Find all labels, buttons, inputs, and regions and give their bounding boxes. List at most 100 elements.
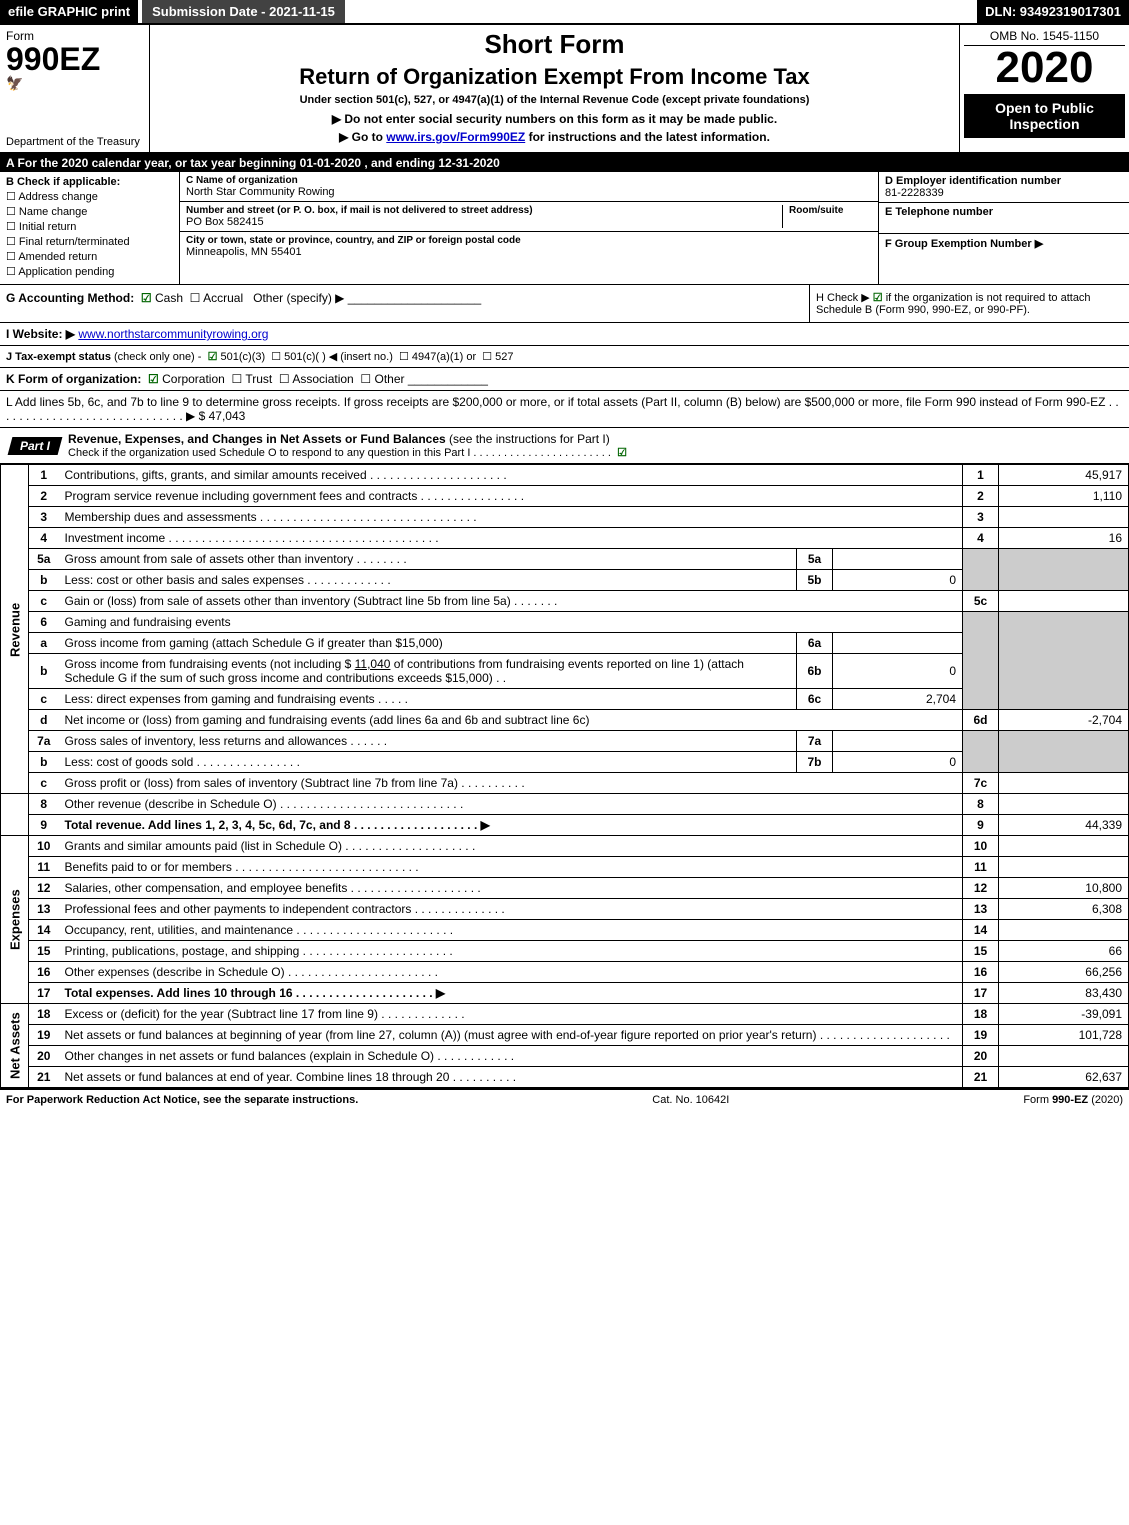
l5-shade	[963, 549, 999, 591]
l21-val: 62,637	[999, 1067, 1129, 1088]
row-g: G Accounting Method: ☑ Cash ☐ Accrual Ot…	[0, 285, 809, 322]
l14-num: 14	[29, 920, 59, 941]
l2-desc: Program service revenue including govern…	[59, 486, 963, 507]
no-ssn-note: ▶ Do not enter social security numbers o…	[160, 112, 949, 126]
l5c-desc: Gain or (loss) from sale of assets other…	[59, 591, 963, 612]
check-address-change[interactable]: ☐ Address change	[6, 190, 173, 203]
l7a-inbox: 7a	[797, 731, 833, 752]
l6a-num: a	[29, 633, 59, 654]
j-opt4: 527	[495, 351, 513, 363]
l7a-desc: Gross sales of inventory, less returns a…	[59, 731, 797, 752]
block-b-heading: B Check if applicable:	[6, 176, 173, 188]
j-opt2: 501(c)( ) ◀ (insert no.)	[284, 351, 393, 363]
ein-label: D Employer identification number	[885, 175, 1123, 187]
l15-num: 15	[29, 941, 59, 962]
part1-check-icon: ☑	[617, 447, 627, 459]
check-initial-return[interactable]: ☐ Initial return	[6, 220, 173, 233]
j-501c3-check-icon: ☑	[208, 351, 218, 363]
l13-val: 6,308	[999, 899, 1129, 920]
l12-num: 12	[29, 878, 59, 899]
irs-link[interactable]: www.irs.gov/Form990EZ	[386, 130, 525, 144]
l6c-inbox: 6c	[797, 689, 833, 710]
l19-desc: Net assets or fund balances at beginning…	[59, 1025, 963, 1046]
l6a-inval	[833, 633, 963, 654]
group-exemption-label: F Group Exemption Number ▶	[885, 237, 1123, 250]
l14-val	[999, 920, 1129, 941]
l6c-num: c	[29, 689, 59, 710]
k-corp: Corporation	[162, 372, 225, 386]
l6b-inval: 0	[833, 654, 963, 689]
l19-val: 101,728	[999, 1025, 1129, 1046]
open-public-badge: Open to Public Inspection	[964, 94, 1125, 138]
l5b-inbox: 5b	[797, 570, 833, 591]
l5a-inbox: 5a	[797, 549, 833, 570]
l10-desc: Grants and similar amounts paid (list in…	[59, 836, 963, 857]
under-section: Under section 501(c), 527, or 4947(a)(1)…	[160, 94, 949, 106]
l16-desc: Other expenses (describe in Schedule O) …	[59, 962, 963, 983]
goto-post: for instructions and the latest informat…	[525, 130, 770, 144]
dln-number: DLN: 93492319017301	[977, 0, 1129, 23]
l6c-desc: Less: direct expenses from gaming and fu…	[59, 689, 797, 710]
return-title: Return of Organization Exempt From Incom…	[160, 64, 949, 90]
l6a-inbox: 6a	[797, 633, 833, 654]
l17-num: 17	[29, 983, 59, 1004]
l16-box: 16	[963, 962, 999, 983]
l6b-num: b	[29, 654, 59, 689]
check-pending[interactable]: ☐ Application pending	[6, 265, 173, 278]
l14-box: 14	[963, 920, 999, 941]
footer: For Paperwork Reduction Act Notice, see …	[0, 1088, 1129, 1110]
phone-label: E Telephone number	[885, 206, 1123, 218]
l8-box: 8	[963, 794, 999, 815]
top-bar: efile GRAPHIC print Submission Date - 20…	[0, 0, 1129, 25]
l7b-inval: 0	[833, 752, 963, 773]
k-trust: Trust	[245, 372, 272, 386]
g-other: Other (specify) ▶	[253, 291, 344, 305]
l1-num: 1	[29, 465, 59, 486]
ein-value: 81-2228339	[885, 187, 1123, 199]
l6-shade	[963, 612, 999, 710]
l19-box: 19	[963, 1025, 999, 1046]
k-label: K Form of organization:	[6, 372, 141, 386]
l9-desc: Total revenue. Add lines 1, 2, 3, 4, 5c,…	[59, 815, 963, 836]
l7-shade-val	[999, 731, 1129, 773]
l6d-val: -2,704	[999, 710, 1129, 731]
l8-num: 8	[29, 794, 59, 815]
l-value: 47,043	[209, 409, 246, 423]
l4-num: 4	[29, 528, 59, 549]
l5a-inval	[833, 549, 963, 570]
i-label: I Website: ▶	[6, 327, 75, 341]
city-value: Minneapolis, MN 55401	[186, 246, 872, 258]
l12-desc: Salaries, other compensation, and employ…	[59, 878, 963, 899]
j-opt1: 501(c)(3)	[221, 351, 266, 363]
cash-check-icon: ☑	[141, 291, 152, 305]
l6-shade-val	[999, 612, 1129, 710]
l5b-inval: 0	[833, 570, 963, 591]
l6d-box: 6d	[963, 710, 999, 731]
l7c-box: 7c	[963, 773, 999, 794]
footer-mid: Cat. No. 10642I	[652, 1094, 729, 1106]
block-c: C Name of organization North Star Commun…	[180, 172, 879, 284]
l7a-inval	[833, 731, 963, 752]
check-amended[interactable]: ☐ Amended return	[6, 250, 173, 263]
l3-val	[999, 507, 1129, 528]
netassets-vert-label: Net Assets	[1, 1004, 29, 1088]
part1-tab: Part I	[8, 437, 63, 455]
l12-box: 12	[963, 878, 999, 899]
phone-value	[885, 218, 1123, 230]
check-final-return[interactable]: ☐ Final return/terminated	[6, 235, 173, 248]
goto-line: ▶ Go to www.irs.gov/Form990EZ for instru…	[160, 130, 949, 144]
l6-desc: Gaming and fundraising events	[59, 612, 963, 633]
form-number: 990EZ	[6, 43, 143, 75]
website-link[interactable]: www.northstarcommunityrowing.org	[78, 327, 268, 341]
l13-desc: Professional fees and other payments to …	[59, 899, 963, 920]
part1-header: Part I Revenue, Expenses, and Changes in…	[0, 428, 1129, 464]
opt-pending: Application pending	[18, 266, 114, 278]
check-name-change[interactable]: ☐ Name change	[6, 205, 173, 218]
g-accrual: Accrual	[203, 291, 243, 305]
l10-box: 10	[963, 836, 999, 857]
submission-date: Submission Date - 2021-11-15	[142, 0, 345, 23]
l20-val	[999, 1046, 1129, 1067]
l6b-inbox: 6b	[797, 654, 833, 689]
l5b-desc: Less: cost or other basis and sales expe…	[59, 570, 797, 591]
l9-val: 44,339	[999, 815, 1129, 836]
